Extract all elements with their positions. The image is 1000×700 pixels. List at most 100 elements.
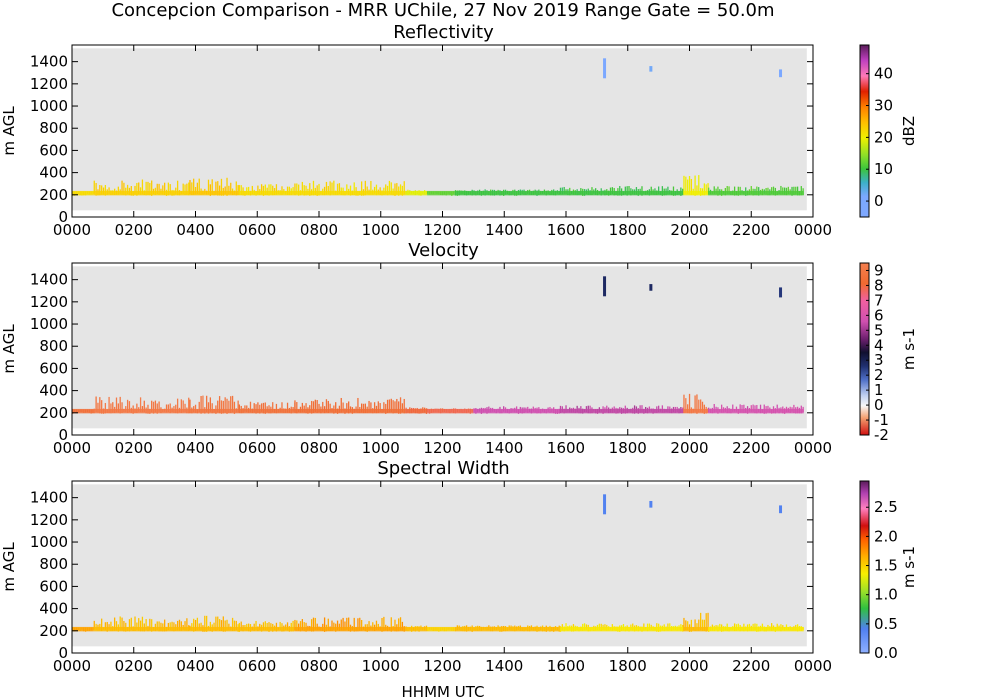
y-tick-label: 200 — [39, 404, 68, 422]
band-segment — [708, 403, 804, 414]
data-cell — [253, 403, 255, 413]
data-cell — [726, 186, 728, 194]
x-tick-label: 1200 — [423, 221, 461, 239]
data-cell — [379, 403, 381, 413]
data-cell-row — [189, 626, 239, 632]
data-cell — [707, 612, 709, 631]
data-cell — [211, 179, 213, 195]
data-cell — [128, 619, 131, 632]
data-cell — [224, 397, 226, 413]
subplot-title: Velocity — [408, 240, 479, 261]
data-cell — [220, 178, 223, 196]
data-cell — [205, 395, 208, 412]
data-cell — [279, 621, 281, 630]
data-cell — [264, 184, 266, 196]
band-segment — [559, 186, 684, 196]
data-cell — [648, 623, 651, 631]
data-cell — [112, 402, 114, 413]
band-segment — [454, 625, 560, 632]
y-tick-label: 1000 — [30, 315, 68, 333]
data-cell — [741, 405, 743, 413]
x-tick-label: 1800 — [609, 221, 647, 239]
data-cell — [266, 622, 268, 631]
data-cell — [357, 618, 359, 632]
data-cell — [171, 621, 173, 631]
data-cell — [776, 404, 778, 412]
data-cell — [149, 182, 151, 196]
data-cell — [257, 402, 259, 413]
x-tick-label: 1800 — [609, 439, 647, 457]
data-cell — [401, 403, 404, 413]
data-cell — [325, 399, 328, 413]
data-cell — [104, 402, 107, 414]
x-tick-label: 0600 — [238, 657, 276, 675]
data-cell — [198, 178, 200, 195]
data-cell — [403, 181, 405, 194]
data-cell — [669, 623, 671, 631]
data-cell-row — [238, 626, 295, 632]
data-cell — [301, 619, 304, 631]
data-cell — [237, 400, 239, 413]
data-cell — [366, 186, 368, 194]
data-cell — [359, 617, 361, 631]
data-cell — [772, 186, 775, 195]
data-cell — [699, 399, 702, 412]
y-axis-label: m AGL — [0, 542, 18, 592]
data-cell — [399, 397, 402, 414]
data-cell — [348, 401, 350, 414]
data-cell — [394, 619, 396, 632]
data-cell — [215, 616, 217, 631]
data-cell — [296, 183, 298, 194]
colorbar-frame — [859, 262, 870, 436]
data-cell — [262, 402, 265, 414]
data-patch — [603, 494, 607, 515]
data-cell — [754, 623, 756, 631]
band-segment — [473, 406, 560, 414]
data-cell-row — [294, 626, 406, 632]
data-cell — [240, 185, 242, 196]
data-cell — [561, 187, 563, 195]
data-cell — [611, 187, 613, 195]
data-patch — [779, 287, 783, 298]
data-cell — [394, 401, 396, 413]
colorbar-label: m s-1 — [900, 546, 918, 588]
data-cell-row — [294, 190, 406, 196]
data-cell — [180, 399, 182, 413]
colorbar-tick-label: 8 — [874, 276, 884, 294]
data-cell — [322, 401, 324, 412]
data-cell — [386, 185, 389, 196]
colorbar-frame — [859, 480, 870, 654]
data-cell — [368, 621, 370, 631]
data-cell — [119, 616, 121, 631]
data-cell — [143, 400, 145, 413]
x-tick-label: 2000 — [670, 439, 708, 457]
y-tick-label: 0 — [58, 644, 68, 662]
data-cell — [364, 403, 366, 414]
x-tick-label: 2200 — [732, 221, 770, 239]
data-cell — [793, 186, 795, 195]
data-cell — [800, 186, 802, 196]
data-cell — [222, 400, 224, 414]
data-cell — [687, 179, 689, 195]
data-cell — [108, 187, 110, 194]
band-segment — [405, 189, 428, 196]
data-cell — [240, 621, 242, 631]
data-cell — [690, 178, 693, 195]
data-cell — [220, 620, 223, 631]
data-cell — [145, 181, 147, 196]
data-cell — [743, 404, 745, 413]
data-cell-row — [405, 626, 428, 632]
colorbar-tick-label: 0.0 — [874, 644, 898, 662]
y-tick-label: 0 — [58, 426, 68, 444]
band-segment — [93, 396, 190, 414]
y-tick-label: 800 — [39, 119, 68, 137]
data-cell — [373, 402, 376, 413]
data-cell — [262, 185, 265, 196]
data-cell — [224, 620, 226, 632]
data-cell — [701, 619, 704, 631]
band-segment — [708, 623, 804, 632]
data-cell — [217, 400, 219, 413]
x-tick-label: 0800 — [300, 439, 338, 457]
band-segment — [72, 190, 94, 196]
